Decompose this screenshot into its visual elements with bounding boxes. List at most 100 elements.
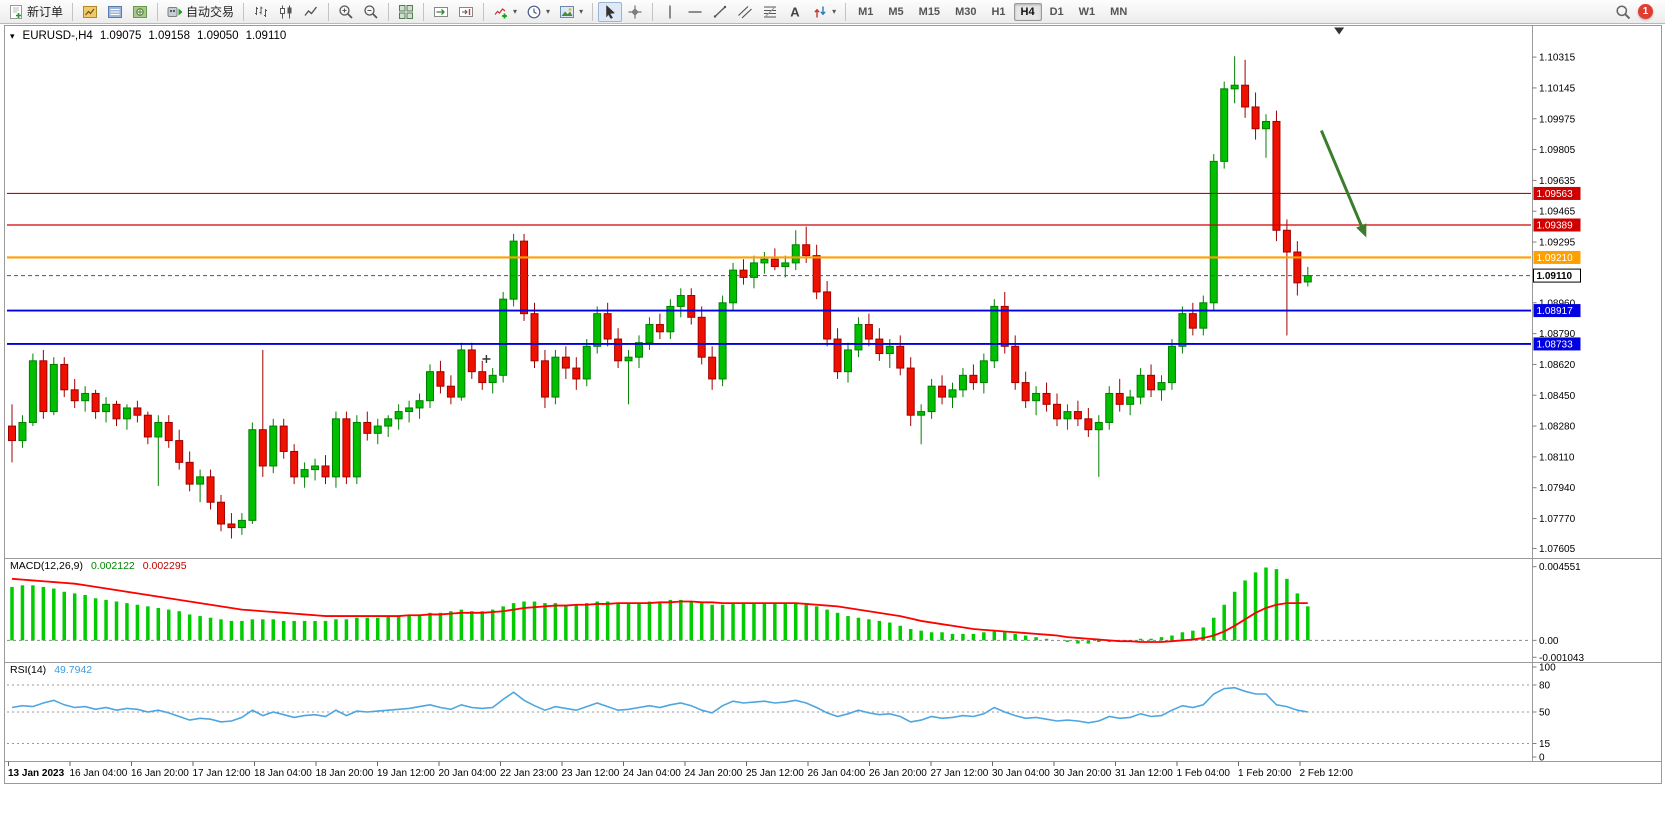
cross-marker-annotation[interactable] <box>482 354 491 363</box>
rsi-scale-label: 0 <box>1539 753 1545 764</box>
new-order-button[interactable]: 新订单 <box>4 1 67 22</box>
arrow-annotation-head[interactable] <box>1356 223 1367 238</box>
candle-body <box>624 356 633 362</box>
candle-body <box>697 316 706 358</box>
candle-body <box>666 305 675 333</box>
auto-scroll-button[interactable] <box>429 2 453 22</box>
candle-body <box>112 403 121 420</box>
price-tag: 1.08917 <box>1533 304 1581 318</box>
chart-shift-marker[interactable] <box>1334 27 1345 35</box>
notification-badge[interactable]: 1 <box>1638 4 1653 19</box>
candle-body <box>551 356 560 398</box>
dropdown-caret-icon[interactable]: ▾ <box>832 7 837 16</box>
indicators-button[interactable]: ▾ <box>489 2 521 22</box>
candle-body <box>18 421 27 442</box>
channel-button[interactable] <box>733 2 757 22</box>
candle-body <box>311 465 320 471</box>
rsi-scale[interactable]: 100 80 50 15 0 <box>1532 663 1557 764</box>
candle-body <box>655 324 664 333</box>
candle-body <box>331 418 340 478</box>
price-tag-label: 1.09389 <box>1537 221 1574 232</box>
price-tag: 1.09389 <box>1533 218 1581 232</box>
timeframe-m5-button[interactable]: M5 <box>888 5 904 18</box>
autotrading-button[interactable]: 自动交易 <box>163 1 238 22</box>
candle-body <box>1220 88 1229 162</box>
timeframe-h4-button[interactable]: H4 <box>1013 2 1042 21</box>
candle-body <box>1094 421 1103 431</box>
text-icon: A <box>787 4 803 20</box>
rsi-scale-label: 80 <box>1539 681 1551 692</box>
dropdown-caret-icon[interactable]: ▾ <box>546 7 551 16</box>
chart-canvas[interactable]: 1.10315 1.10145 1.09975 1.09805 1.09635 1.094… <box>0 24 1665 836</box>
candle-body <box>1042 392 1051 405</box>
timeframe-mn-button[interactable]: MN <box>1110 5 1128 18</box>
periods-button[interactable]: ▾ <box>522 2 554 22</box>
timeframe-m15-button[interactable]: M15 <box>918 5 941 18</box>
timeframe-w1-button[interactable]: W1 <box>1078 5 1096 18</box>
timeframe-m30-button[interactable]: M30 <box>955 5 977 18</box>
candle-body <box>540 360 549 398</box>
line-chart-button[interactable] <box>299 2 323 22</box>
candle-body <box>81 392 90 402</box>
price-scale[interactable]: 1.10315 1.10145 1.09975 1.09805 1.09635 1.094… <box>1532 53 1576 555</box>
candle-body <box>352 421 361 478</box>
candle-body <box>1230 84 1239 90</box>
arrow-annotation[interactable] <box>1320 129 1365 230</box>
zoom-in-button[interactable] <box>334 2 358 22</box>
timeframe-d1-button[interactable]: D1 <box>1049 5 1064 18</box>
horizontal-line-button[interactable] <box>683 2 707 22</box>
text-button[interactable]: A <box>783 2 807 22</box>
candle-body <box>1188 313 1197 329</box>
templates-button[interactable]: ▾ <box>555 2 587 22</box>
fibonacci-button[interactable] <box>758 2 782 22</box>
price-scale-label: 1.08110 <box>1539 452 1575 463</box>
channel-icon <box>737 4 753 20</box>
time-scale[interactable]: 13 Jan 2023 16 Jan 04:00 16 Jan 20:00 17 Ja… <box>8 761 1353 780</box>
dropdown-caret-icon[interactable]: ▾ <box>579 7 584 16</box>
time-scale-label: 26 Jan 04:00 <box>808 768 866 779</box>
toolbar-separator <box>328 2 330 21</box>
candle-body <box>593 313 602 347</box>
dropdown-caret-icon[interactable]: ▾ <box>513 7 518 16</box>
trendline-button[interactable] <box>708 2 732 22</box>
navigator-button[interactable] <box>128 2 152 22</box>
candle-body <box>635 342 643 358</box>
candle-body <box>1251 106 1260 130</box>
candle-body <box>206 476 215 503</box>
candle-body <box>1115 392 1124 405</box>
arrows-button[interactable]: ▾ <box>808 2 840 22</box>
candle-body <box>854 324 863 351</box>
price-tag: 1.09210 <box>1533 250 1581 264</box>
chart-shift-button[interactable] <box>454 2 478 22</box>
macd-scale[interactable]: 0.004551 0.00 -0.001043 <box>1532 562 1585 664</box>
candle-body <box>561 356 570 369</box>
search-icon <box>1615 4 1631 20</box>
candle-body <box>300 469 309 478</box>
candle-body <box>405 407 414 413</box>
candle-body <box>906 367 915 416</box>
candle-body <box>875 338 884 355</box>
search-button[interactable] <box>1611 2 1635 22</box>
zoom-out-button[interactable] <box>359 2 383 22</box>
candle-body <box>384 418 393 427</box>
cursor-button[interactable] <box>598 1 623 22</box>
time-scale-label: 31 Jan 12:00 <box>1115 768 1173 779</box>
vertical-line-button[interactable] <box>658 2 682 22</box>
chart-plot-area[interactable] <box>6 26 1532 783</box>
bar-chart-button[interactable] <box>249 2 273 22</box>
timeframe-h1-button[interactable]: H1 <box>991 5 1006 18</box>
market-watch-button[interactable] <box>78 2 102 22</box>
tile-windows-button[interactable] <box>394 2 418 22</box>
data-window-button[interactable] <box>103 2 127 22</box>
crosshair-button[interactable] <box>623 2 647 22</box>
candle-body <box>342 418 351 478</box>
price-scale-label: 1.07770 <box>1539 514 1576 525</box>
candle-body <box>749 262 758 278</box>
candle-body <box>645 324 654 344</box>
candle-body <box>729 269 738 304</box>
candle-body <box>1199 302 1208 329</box>
timeframe-m1-button[interactable]: M1 <box>858 5 874 18</box>
candle-body <box>8 425 16 442</box>
candlestick-chart-button[interactable] <box>274 2 298 22</box>
time-scale-label: 1 Feb 20:00 <box>1238 768 1292 779</box>
